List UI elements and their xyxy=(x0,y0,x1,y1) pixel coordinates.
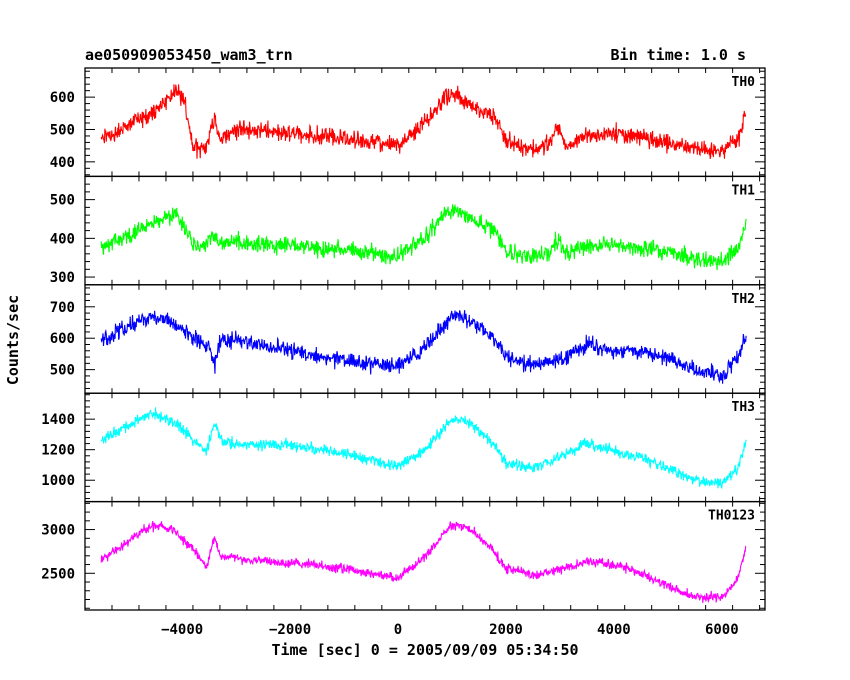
series-th1 xyxy=(100,204,747,271)
x-tick-label: 2000 xyxy=(489,622,523,638)
x-tick-label: 0 xyxy=(394,622,402,638)
panel-label-th0: TH0 xyxy=(732,75,756,90)
chart-title: ae050909053450_wam3_trn xyxy=(85,46,293,64)
y-tick-label: 1200 xyxy=(41,443,75,459)
y-axis-label: Counts/sec xyxy=(4,295,22,385)
panel-frame-th2 xyxy=(84,284,766,394)
panel-frame-th0 xyxy=(84,67,766,178)
y-tick-label: 2500 xyxy=(41,566,75,582)
x-tick-label: −2000 xyxy=(269,622,311,638)
series-th0 xyxy=(100,84,747,160)
y-tick-label: 300 xyxy=(50,270,75,286)
y-tick-label: 400 xyxy=(50,231,75,247)
y-tick-label: 700 xyxy=(50,300,75,316)
y-tick-label: 600 xyxy=(50,90,75,106)
y-tick-label: 1000 xyxy=(41,473,75,489)
x-tick-label: 4000 xyxy=(597,622,631,638)
x-axis-label: Time [sec] 0 = 2005/09/09 05:34:50 xyxy=(271,641,578,659)
y-tick-label: 1400 xyxy=(41,412,75,428)
panel-label-th2: TH2 xyxy=(732,292,755,307)
panel-label-th1: TH1 xyxy=(732,183,756,198)
y-tick-label: 400 xyxy=(50,155,75,171)
series-th2 xyxy=(100,310,747,384)
y-tick-label: 3000 xyxy=(41,523,75,539)
panel-label-th3: TH3 xyxy=(732,400,755,415)
bin-time-label: Bin time: 1.0 s xyxy=(611,46,746,64)
y-tick-label: 500 xyxy=(50,122,75,138)
series-th3 xyxy=(100,407,747,489)
y-tick-label: 500 xyxy=(50,193,75,209)
series-th0123 xyxy=(100,520,747,604)
panel-label-th0123: TH0123 xyxy=(708,509,755,524)
x-tick-label: 6000 xyxy=(705,622,739,638)
y-tick-label: 500 xyxy=(50,363,75,379)
y-tick-label: 600 xyxy=(50,331,75,347)
panels-group: 400 500 600 TH0 300 400 500 TH1 500 600 700 TH2 1000… xyxy=(41,67,766,638)
x-tick-label: −4000 xyxy=(161,622,203,638)
